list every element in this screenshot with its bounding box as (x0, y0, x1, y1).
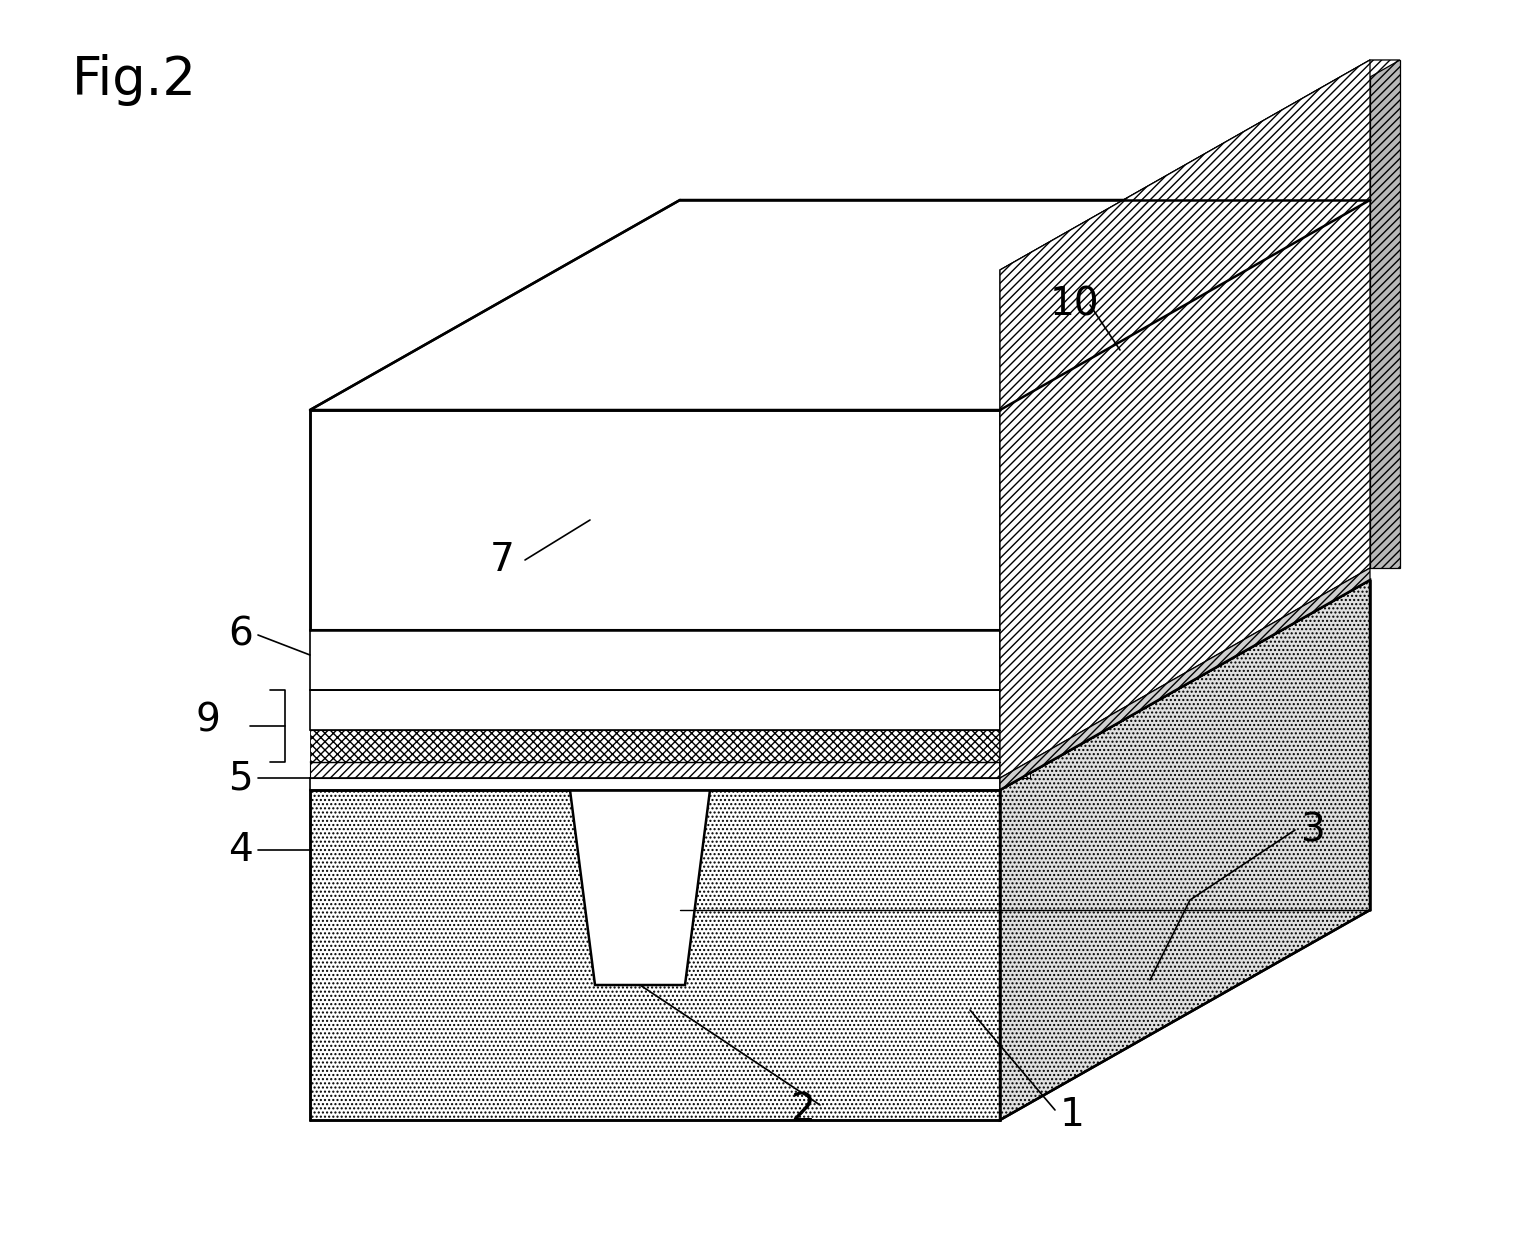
Text: 1: 1 (1060, 1096, 1084, 1134)
Polygon shape (1370, 60, 1399, 568)
Polygon shape (1000, 60, 1370, 777)
Polygon shape (1000, 568, 1370, 790)
Text: 6: 6 (227, 616, 253, 654)
Text: 4: 4 (227, 830, 253, 869)
Text: Fig.2: Fig.2 (72, 54, 197, 106)
Text: 10: 10 (1051, 286, 1100, 325)
Text: 3: 3 (1299, 811, 1324, 849)
Polygon shape (310, 763, 1000, 777)
Polygon shape (570, 790, 710, 985)
Polygon shape (310, 568, 1370, 777)
Polygon shape (1000, 60, 1370, 777)
Polygon shape (310, 790, 1000, 1120)
Polygon shape (310, 410, 1000, 631)
Polygon shape (1000, 580, 1370, 1120)
Polygon shape (310, 520, 1370, 731)
Polygon shape (310, 777, 1000, 790)
Polygon shape (1000, 552, 1370, 777)
Polygon shape (310, 480, 1370, 690)
Polygon shape (310, 200, 1370, 410)
Polygon shape (1000, 270, 1031, 777)
Polygon shape (310, 552, 1370, 763)
Polygon shape (310, 731, 1000, 763)
Text: 9: 9 (195, 701, 220, 739)
Polygon shape (310, 690, 1000, 731)
Text: 7: 7 (490, 540, 515, 579)
Polygon shape (1000, 60, 1399, 270)
Polygon shape (310, 580, 1370, 790)
Text: 5: 5 (227, 759, 252, 797)
Text: 2: 2 (790, 1091, 814, 1129)
Polygon shape (310, 631, 1000, 690)
